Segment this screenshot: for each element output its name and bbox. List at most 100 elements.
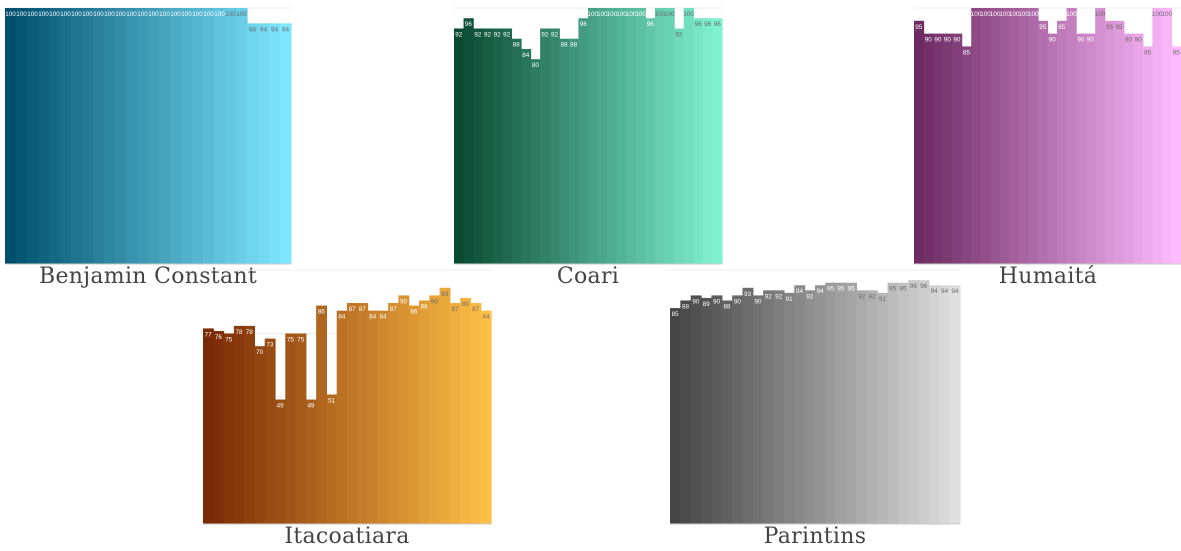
bar-humaita [1142,46,1153,265]
bar-benjamin-constant [192,8,204,264]
data-label-coari: 92 [551,31,559,38]
bar-parintins [939,285,951,524]
data-label-coari: 100 [683,11,694,18]
data-label-benjamin-constant: 100 [60,11,71,18]
data-label-parintins: 95 [900,286,908,293]
data-label-itacoatiara: 75 [287,337,295,344]
bar-parintins [825,282,837,524]
bar-humaita [1037,20,1049,264]
data-label-humaita: 100 [1028,11,1039,18]
data-label-parintins: 96 [920,283,928,290]
bar-itacoatiara [347,303,358,524]
bar-humaita [1076,33,1087,264]
bar-itacoatiara [408,305,420,524]
data-label-itacoatiara: 84 [379,314,387,321]
data-label-itacoatiara: 86 [318,309,326,316]
bar-coari [655,8,666,264]
data-label-benjamin-constant: 100 [49,11,60,18]
chart-title-parintins: Parintins [763,524,867,549]
bar-parintins [721,300,733,524]
data-label-coari: 88 [513,42,521,49]
bar-humaita [990,8,1001,264]
bar-benjamin-constant [137,8,149,264]
data-label-itacoatiara: 75 [297,337,305,344]
bar-parintins [701,297,713,524]
data-label-parintins: 93 [744,291,752,298]
data-label-humaita: 90 [1077,37,1085,44]
bar-itacoatiara [480,310,492,524]
data-label-parintins: 92 [775,293,783,300]
data-label-parintins: 92 [858,293,866,300]
data-label-humaita: 85 [1144,49,1152,56]
data-label-benjamin-constant: 100 [170,11,181,18]
data-label-benjamin-constant: 100 [82,11,93,18]
bar-coari [712,18,723,264]
data-label-coari: 96 [714,21,722,28]
data-label-parintins: 90 [713,298,721,305]
data-label-coari: 80 [532,62,540,69]
bar-itacoatiara [223,333,235,524]
bar-benjamin-constant [93,8,105,264]
data-label-benjamin-constant: 100 [181,11,192,18]
bar-humaita [1066,8,1077,264]
bar-humaita [1152,8,1163,264]
data-label-parintins: 92 [806,293,814,300]
bar-benjamin-constant [82,8,94,264]
bar-humaita [1018,8,1030,264]
bar-benjamin-constant [269,23,281,264]
bar-parintins [763,290,775,524]
data-label-benjamin-constant: 94 [271,26,279,33]
data-label-itacoatiara: 86 [410,309,418,316]
data-label-humaita: 90 [1049,37,1057,44]
data-label-itacoatiara: 88 [421,303,429,310]
bar-humaita [1095,8,1106,264]
chart-title-humaita: Humaitá [998,264,1098,289]
bar-benjamin-constant [38,8,50,264]
bar-coari [540,28,551,265]
data-label-coari: 88 [561,42,569,49]
bar-humaita [914,20,925,264]
data-label-humaita: 95 [1106,24,1114,31]
bar-parintins [928,285,940,524]
data-label-benjamin-constant: 94 [282,26,290,33]
data-label-parintins: 94 [951,288,959,295]
bar-parintins [670,308,681,524]
chart-panel-coari: 92 96 92 92 92 92 88 84 80 92 92 88 88 96 100 100 100 100… [454,7,723,298]
bar-benjamin-constant [225,8,237,264]
data-label-humaita: 85 [963,49,971,56]
data-label-coari: 100 [607,11,618,18]
bar-itacoatiara [439,287,451,524]
bar-parintins [794,285,806,524]
chart-panel-parintins: 85 88 90 89 90 88 90 93 90 92 92 91 94 92 94 95 95 95 92 92… [670,269,961,551]
chart-panel-benjamin-constant: 100 100 100 100 100 100 100 100 100 100 100 100 100 1… [5,7,292,298]
data-label-coari: 96 [580,21,588,28]
bar-benjamin-constant [27,8,39,264]
bar-humaita [1009,8,1020,264]
data-label-benjamin-constant: 100 [159,11,170,18]
bar-parintins [918,280,930,524]
bar-itacoatiara [244,325,256,524]
bar-humaita [942,33,953,264]
bar-humaita [1171,46,1181,265]
bar-humaita [961,46,972,265]
data-label-humaita: 85 [1173,49,1181,56]
bar-parintins [856,290,868,524]
data-label-humaita: 100 [1066,11,1077,18]
data-label-itacoatiara: 84 [482,314,490,321]
bar-coari [549,28,560,265]
bar-parintins [949,285,961,524]
bar-itacoatiara [213,330,225,524]
data-label-coari: 100 [616,11,627,18]
data-label-itacoatiara: 51 [328,397,336,404]
bar-parintins [711,295,723,524]
data-label-coari: 92 [675,31,683,38]
bar-parintins [783,292,795,524]
bar-benjamin-constant [16,8,28,264]
bar-benjamin-constant [170,8,182,264]
bar-parintins [804,290,816,524]
bar-humaita [1161,8,1173,264]
bar-itacoatiara [203,328,214,524]
data-label-coari: 100 [635,11,646,18]
bar-coari [607,8,618,264]
